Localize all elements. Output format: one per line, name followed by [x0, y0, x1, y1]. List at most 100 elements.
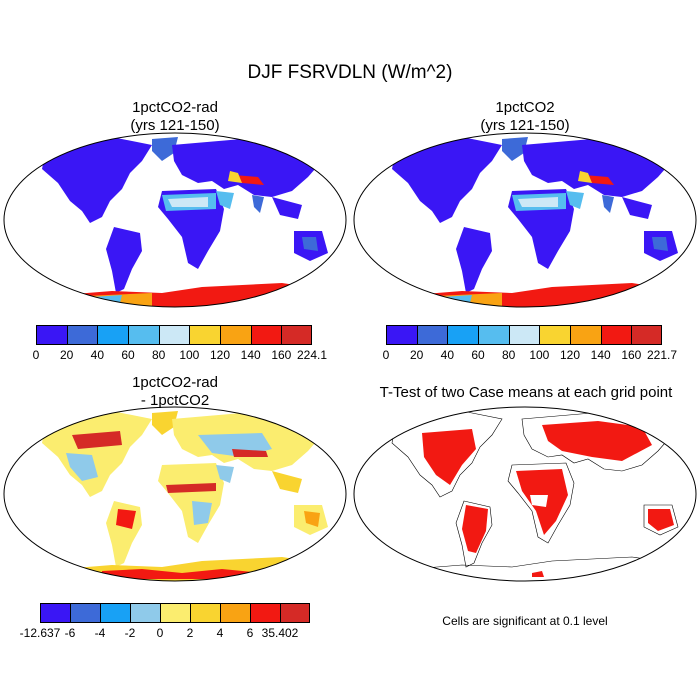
map-panel-3: [3, 406, 347, 582]
colorbar-1-tick-label: 160: [271, 348, 292, 362]
colorbar-1-swatch: [250, 325, 282, 345]
land-india: [252, 195, 264, 213]
colorbar-2-labels: 0 20 40 60 80 100 120 140 160 221.7: [383, 348, 677, 364]
coast-africa: [507, 462, 575, 544]
sig-eurasia: [542, 421, 652, 461]
colorbar-1-tick-label: 60: [121, 348, 135, 362]
colorbar-1-swatch: [219, 325, 251, 345]
land-eurasia-red: [232, 449, 268, 457]
colorbar-1-tick-label: 20: [59, 348, 74, 362]
colorbar-2-swatches: [386, 325, 662, 345]
colorbar-1-tick-label: 80: [151, 348, 166, 362]
colorbar-3-tick-label: -4: [94, 626, 106, 640]
colorbar-1-tick-label: 140: [240, 348, 261, 362]
colorbar-3-tick-label: 2: [186, 626, 194, 640]
land-north-america: [42, 137, 152, 223]
colorbar-3-tick-label: -6: [64, 626, 76, 640]
land-se-asia: [272, 197, 302, 219]
figure-title: DJF FSRVDLN (W/m^2): [247, 62, 453, 83]
land-africa-blue: [192, 501, 212, 525]
colorbar-2-tick-label: 60: [471, 348, 485, 362]
colorbar-1-labels: 0 20 40 60 80 100 120 140 160 224.1: [33, 348, 327, 364]
colorbar-2-swatch: [600, 325, 632, 345]
map-panel-1: [3, 132, 347, 308]
colorbar-2-tick-label: 160: [621, 348, 642, 362]
sig-africa-holes: [530, 495, 548, 507]
colorbar-3-swatch: [100, 603, 130, 623]
land-north-america-red: [72, 431, 122, 449]
colorbar-3-swatch: [70, 603, 100, 623]
colorbar-2-swatch: [477, 325, 509, 345]
colorbar-3-tick-label: 0: [156, 626, 164, 640]
colorbar-3: -12.637 -6 -4 -2 0 2 4 6 35.402: [20, 603, 310, 642]
land-greenland: [502, 137, 528, 161]
sig-south-america: [462, 505, 488, 553]
colorbar-2-tick-label: 120: [559, 348, 581, 362]
land-north-america: [42, 411, 152, 497]
colorbar-1-swatch: [97, 325, 128, 345]
panel-4-title-line1: T-Test of two Case means at each grid po…: [379, 384, 673, 401]
colorbar-2-swatch: [416, 325, 448, 345]
panel-2-title: 1pctCO2 (yrs 121-150): [386, 99, 664, 135]
colorbar-2-swatch: [539, 325, 570, 345]
land-south-america-red: [116, 509, 136, 529]
colorbar-2-tick-label: 20: [409, 348, 424, 362]
colorbar-1-swatches: [36, 325, 312, 345]
colorbar-3-tick-label: -12.637: [19, 626, 61, 640]
land-south-america: [106, 227, 142, 293]
colorbar-3-tick-label: 6: [246, 626, 254, 640]
coast-australia: [643, 504, 679, 536]
colorbar-1-tick-label: 224.1: [296, 348, 328, 362]
colorbar-2-swatch: [447, 325, 478, 345]
map-panel-4: [353, 406, 697, 582]
coast-north-america: [391, 410, 503, 498]
colorbar-2-swatch: [631, 325, 662, 345]
land-north-america-blue: [66, 453, 98, 481]
land-sahara-bright: [168, 197, 208, 207]
land-india: [602, 195, 614, 213]
colorbar-1-swatch: [189, 325, 220, 345]
colorbar-3-swatches: [40, 603, 310, 623]
colorbar-3-labels: -12.637 -6 -4 -2 0 2 4 6 35.402: [20, 626, 310, 642]
colorbar-1: 0 20 40 60 80 100 120 140 160 224.1: [33, 325, 327, 364]
panel-3-title-line1: 1pctCO2-rad: [132, 374, 218, 391]
colorbar-2: 0 20 40 60 80 100 120 140 160 221.7: [383, 325, 677, 364]
coast-south-america: [455, 500, 493, 568]
land-australia-inner: [302, 237, 318, 251]
land-eurasia: [522, 139, 672, 197]
land-antarctica: [22, 283, 342, 307]
panel-2-title-line1: 1pctCO2: [495, 99, 555, 116]
colorbar-1-swatch: [158, 325, 190, 345]
colorbar-3-swatch: [190, 603, 220, 623]
colorbar-2-tick-label: 100: [529, 348, 550, 362]
land-africa-red-band: [166, 483, 216, 493]
colorbar-3-tick-label: 35.402: [261, 626, 299, 640]
land-se-asia: [622, 197, 652, 219]
colorbar-3-swatch: [280, 603, 310, 623]
colorbar-2-tick-label: 80: [501, 348, 516, 362]
land-antarctica: [372, 283, 692, 307]
colorbar-1-tick-label: 120: [209, 348, 231, 362]
colorbar-2-tick-label: 140: [590, 348, 611, 362]
panel-1-title: 1pctCO2-rad (yrs 121-150): [36, 99, 314, 135]
colorbar-1-swatch: [127, 325, 159, 345]
land-tibet-edge: [228, 171, 242, 183]
colorbar-2-tick-label: 40: [440, 348, 455, 362]
land-arabia: [566, 191, 584, 209]
land-sahara-bright: [518, 197, 558, 207]
colorbar-1-tick-label: 100: [179, 348, 200, 362]
land-south-america: [456, 227, 492, 293]
colorbar-3-swatch: [160, 603, 190, 623]
colorbar-2-swatch: [386, 325, 417, 345]
colorbar-2-swatch: [569, 325, 601, 345]
colorbar-2-swatch: [508, 325, 540, 345]
land-greenland: [152, 411, 178, 435]
land-arabia: [216, 465, 234, 483]
colorbar-3-tick-label: -2: [124, 626, 136, 640]
land-australia-inner: [652, 237, 668, 251]
coast-antarctica: [371, 556, 693, 581]
colorbar-3-swatch: [130, 603, 160, 623]
colorbar-1-swatch: [66, 325, 98, 345]
land-australia-orange: [304, 511, 320, 527]
sig-north-america: [422, 429, 476, 485]
